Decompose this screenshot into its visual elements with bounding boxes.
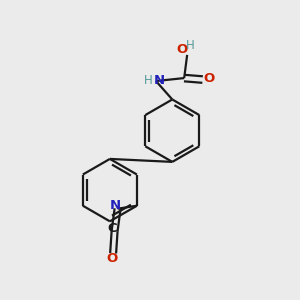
Text: N: N (153, 74, 164, 87)
Text: H: H (186, 39, 194, 52)
Text: O: O (176, 43, 188, 56)
Text: N: N (110, 199, 122, 212)
Text: O: O (106, 252, 117, 265)
Text: C: C (107, 221, 117, 235)
Text: H: H (144, 74, 153, 87)
Text: O: O (203, 73, 214, 85)
